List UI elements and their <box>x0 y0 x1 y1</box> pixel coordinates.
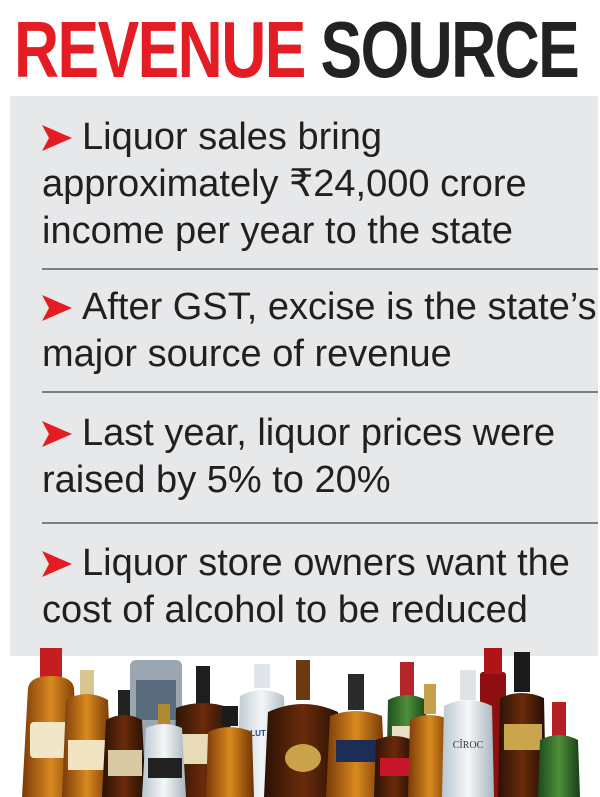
bullet-2-line-2: major source of revenue <box>42 333 452 375</box>
divider <box>42 391 598 393</box>
bullet-item-3: Last year, liquor prices were raised by … <box>42 410 598 504</box>
divider <box>42 268 598 270</box>
ciroc-bottle: CÎROC <box>442 670 494 797</box>
bullet-4-line-1: Liquor store owners want the <box>82 542 570 584</box>
vodka-label: ABSOLUT VODKA <box>227 729 297 738</box>
bottle <box>206 706 254 797</box>
bullet-3-line-2: raised by 5% to 20% <box>42 459 391 501</box>
bottle <box>408 684 452 797</box>
red-arrow-icon <box>42 295 72 321</box>
bullet-item-2: After GST, excise is the state’s major s… <box>42 284 598 378</box>
bottle <box>498 652 546 797</box>
red-arrow-icon <box>42 551 72 577</box>
bottle <box>264 660 342 797</box>
bullet-item-1: Liquor sales bring approximately ₹24,000… <box>42 114 598 255</box>
headline-word-source: SOURCE <box>320 5 580 94</box>
divider <box>42 522 598 524</box>
bottle <box>374 736 414 797</box>
red-arrow-icon <box>42 125 72 151</box>
bullet-2-line-1: After GST, excise is the state’s <box>82 286 597 328</box>
red-arrow-icon <box>42 421 72 447</box>
bottle <box>326 674 386 797</box>
bottle <box>102 690 146 797</box>
bullet-3-line-1: Last year, liquor prices were <box>82 412 556 454</box>
ciroc-label: CÎROC <box>453 739 484 751</box>
liquor-bottles-image: ABSOLUT VODKA <box>22 648 580 797</box>
bullet-1-line-2: approximately ₹24,000 crore <box>42 163 527 205</box>
bullet-4-line-2: cost of alcohol to be reduced <box>42 589 528 631</box>
bullet-panel: Liquor sales bring approximately ₹24,000… <box>10 96 598 656</box>
bottle <box>538 702 580 797</box>
bullet-item-4: Liquor store owners want the cost of alc… <box>42 540 598 634</box>
headline: REVENUE SOURCE <box>14 4 580 96</box>
bullet-1-line-3: income per year to the state <box>42 210 514 252</box>
bullet-1-line-1: Liquor sales bring <box>82 116 382 158</box>
bottle <box>62 670 112 797</box>
headline-word-revenue: REVENUE <box>14 5 306 94</box>
bottle <box>142 704 186 797</box>
